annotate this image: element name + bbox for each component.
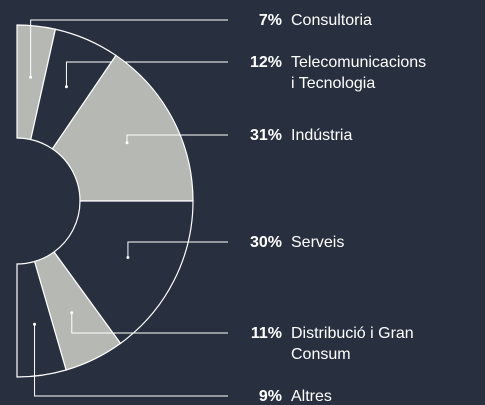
value-label: 12% — [249, 54, 282, 71]
leader-dot — [70, 311, 74, 315]
leader-line — [30, 19, 228, 78]
segment — [53, 200, 194, 345]
leader-dot — [33, 322, 37, 326]
category-label: Distribució i Gran Consum — [291, 325, 414, 363]
value-label: 7% — [258, 12, 282, 29]
category-label: Telecomunicacions i Tecnologia — [291, 54, 427, 92]
value-label: 9% — [258, 388, 282, 405]
leader-dot — [64, 85, 68, 89]
leader-line — [126, 134, 228, 143]
segment — [51, 54, 194, 202]
leader-dot — [126, 256, 130, 260]
leader-line — [127, 241, 228, 258]
leader-line — [65, 61, 228, 87]
value-label: 31% — [249, 127, 282, 144]
segment — [16, 260, 67, 378]
leader-line — [34, 324, 228, 397]
category-label: Altres — [291, 388, 332, 405]
value-label: 11% — [250, 325, 282, 342]
leader-line — [71, 312, 228, 334]
leader-dot — [29, 75, 33, 79]
category-label: Consultoria — [291, 12, 372, 29]
leader-dot — [125, 141, 129, 145]
category-label: Indústria — [291, 127, 353, 144]
category-label: Serveis — [291, 234, 345, 251]
value-label: 30% — [249, 234, 282, 251]
